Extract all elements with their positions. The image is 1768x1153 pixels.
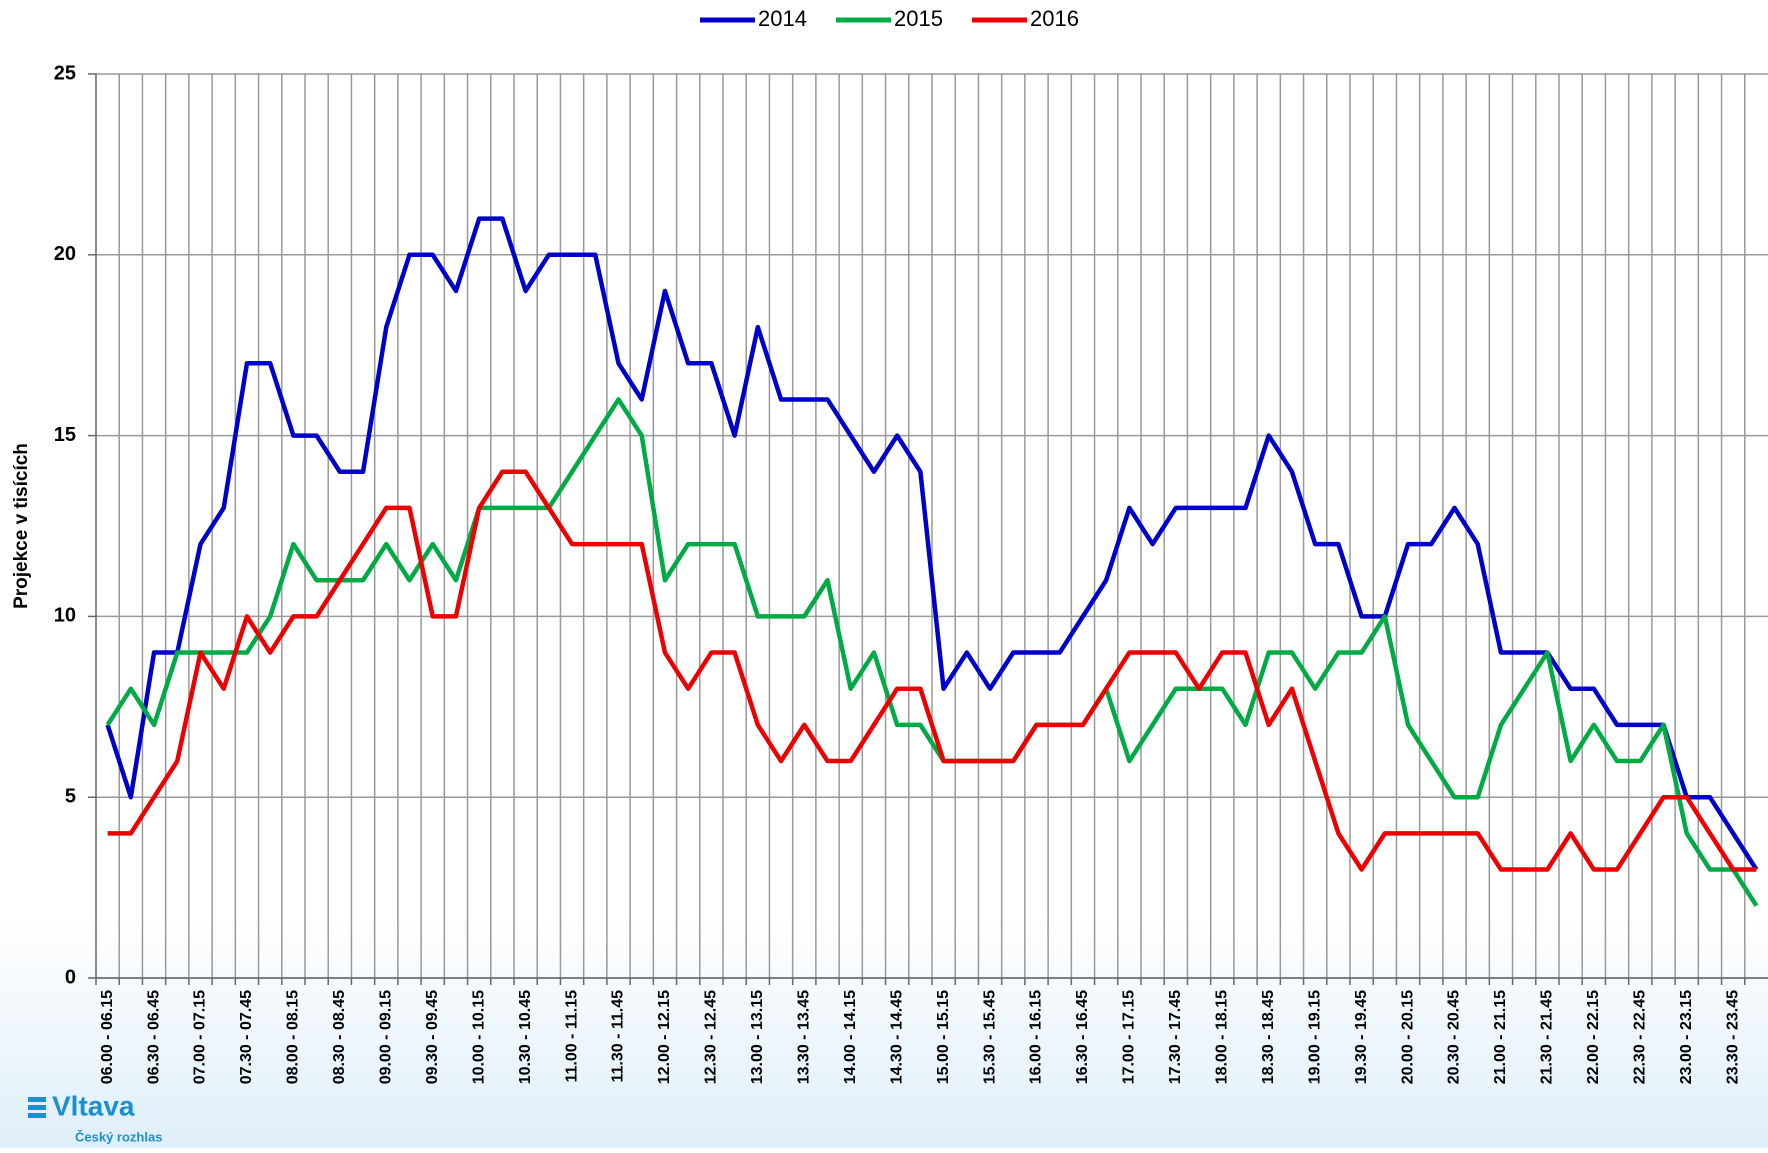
x-tick-label: 07.00 - 07.15 [192, 990, 209, 1084]
series-line [105, 397, 1759, 907]
x-tick-label: 15.30 - 15.45 [981, 990, 998, 1084]
logo-subtitle: Český rozhlas [75, 1129, 162, 1144]
x-tick-label: 11.30 - 11.45 [610, 990, 627, 1083]
logo-icon [28, 1105, 46, 1110]
legend-label: 2014 [758, 6, 807, 31]
x-tick-label: 20.00 - 20.15 [1399, 990, 1416, 1084]
x-tick-label: 21.00 - 21.15 [1492, 990, 1509, 1084]
x-tick-label: 20.30 - 20.45 [1446, 990, 1463, 1084]
y-tick-label: 0 [65, 966, 76, 988]
x-tick-label: 21.30 - 21.45 [1539, 990, 1556, 1084]
x-tick-label: 13.00 - 13.15 [749, 990, 766, 1084]
series-line [107, 469, 1757, 872]
series-line [105, 216, 1759, 871]
y-tick-label: 15 [54, 424, 76, 446]
x-tick-label: 06.00 - 06.15 [99, 990, 116, 1084]
x-tick-label: 10.00 - 10.15 [470, 990, 487, 1084]
x-tick-label: 16.00 - 16.15 [1028, 990, 1045, 1084]
logo-icon [28, 1113, 46, 1118]
x-tick-label: 14.30 - 14.45 [888, 990, 905, 1084]
x-tick-label: 11.00 - 11.15 [563, 990, 580, 1083]
y-tick-label: 10 [54, 605, 76, 627]
x-tick-label: 18.30 - 18.45 [1260, 990, 1277, 1084]
x-tick-label: 22.30 - 22.45 [1631, 990, 1648, 1084]
legend-label: 2016 [1030, 6, 1079, 31]
legend-label: 2015 [894, 6, 943, 31]
x-tick-label: 07.30 - 07.45 [238, 990, 255, 1084]
y-tick-label: 25 [54, 62, 76, 84]
x-tick-label: 19.00 - 19.15 [1306, 990, 1323, 1084]
x-tick-label: 09.30 - 09.45 [424, 990, 441, 1084]
y-axis-title: Projekce v tisících [11, 443, 32, 609]
x-tick-label: 22.00 - 22.15 [1585, 990, 1602, 1084]
y-tick-label: 5 [65, 785, 76, 807]
x-tick-label: 14.00 - 14.15 [842, 990, 859, 1084]
x-tick-label: 06.30 - 06.45 [145, 990, 162, 1084]
x-tick-label: 16.30 - 16.45 [1074, 990, 1091, 1084]
x-tick-label: 17.00 - 17.15 [1121, 990, 1138, 1084]
x-tick-label: 23.30 - 23.45 [1724, 990, 1741, 1084]
logo: Vltava Český rozhlas [28, 1090, 162, 1144]
x-tick-label: 23.00 - 23.15 [1678, 990, 1695, 1084]
x-tick-label: 10.30 - 10.45 [517, 990, 534, 1084]
logo-name: Vltava [52, 1090, 135, 1121]
x-tick-label: 18.00 - 18.15 [1213, 990, 1230, 1084]
x-tick-label: 13.30 - 13.45 [795, 990, 812, 1084]
x-tick-label: 17.30 - 17.45 [1167, 990, 1184, 1084]
x-tick-label: 19.30 - 19.45 [1353, 990, 1370, 1084]
x-tick-label: 12.00 - 12.15 [656, 990, 673, 1084]
x-tick-label: 12.30 - 12.45 [703, 990, 720, 1084]
y-tick-label: 20 [54, 243, 76, 265]
x-tick-label: 08.00 - 08.15 [285, 990, 302, 1084]
logo-icon [28, 1097, 46, 1102]
x-tick-label: 09.00 - 09.15 [377, 990, 394, 1084]
x-tick-label: 15.00 - 15.15 [935, 990, 952, 1084]
x-tick-label: 08.30 - 08.45 [331, 990, 348, 1084]
